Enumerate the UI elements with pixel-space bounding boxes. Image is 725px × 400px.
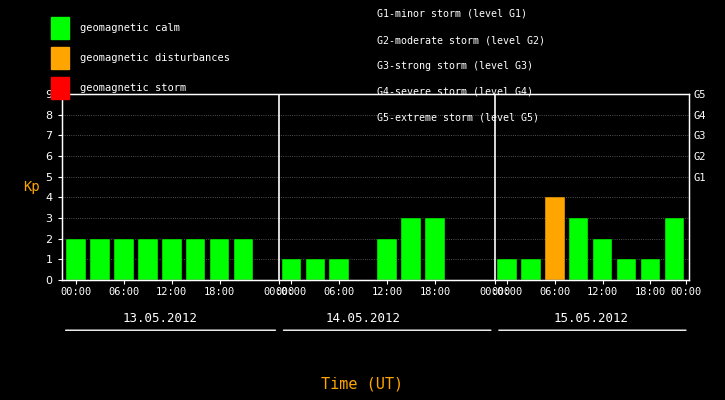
Text: G3-strong storm (level G3): G3-strong storm (level G3): [377, 61, 533, 71]
Text: G4-severe storm (level G4): G4-severe storm (level G4): [377, 87, 533, 97]
Bar: [90, 239, 109, 280]
Bar: [138, 239, 157, 280]
Text: G2-moderate storm (level G2): G2-moderate storm (level G2): [377, 35, 545, 45]
Y-axis label: Kp: Kp: [23, 180, 40, 194]
Bar: [377, 239, 397, 280]
Bar: [569, 218, 589, 280]
Text: Time (UT): Time (UT): [321, 376, 404, 392]
Bar: [329, 259, 349, 280]
Bar: [617, 259, 637, 280]
Bar: [401, 218, 421, 280]
Text: G5-extreme storm (level G5): G5-extreme storm (level G5): [377, 113, 539, 123]
Bar: [665, 218, 684, 280]
Bar: [521, 259, 541, 280]
Bar: [186, 239, 205, 280]
Bar: [233, 239, 253, 280]
Bar: [497, 259, 517, 280]
Text: 13.05.2012: 13.05.2012: [123, 312, 197, 325]
Bar: [545, 197, 565, 280]
Bar: [426, 218, 445, 280]
Text: 15.05.2012: 15.05.2012: [553, 312, 628, 325]
Bar: [114, 239, 133, 280]
Text: G1-minor storm (level G1): G1-minor storm (level G1): [377, 9, 527, 19]
Text: geomagnetic disturbances: geomagnetic disturbances: [80, 53, 230, 63]
Bar: [66, 239, 86, 280]
Bar: [281, 259, 301, 280]
Bar: [210, 239, 229, 280]
Bar: [593, 239, 613, 280]
Bar: [162, 239, 181, 280]
Bar: [305, 259, 325, 280]
Bar: [641, 259, 660, 280]
Text: geomagnetic calm: geomagnetic calm: [80, 23, 180, 33]
Text: 14.05.2012: 14.05.2012: [326, 312, 401, 325]
Text: geomagnetic storm: geomagnetic storm: [80, 83, 186, 93]
